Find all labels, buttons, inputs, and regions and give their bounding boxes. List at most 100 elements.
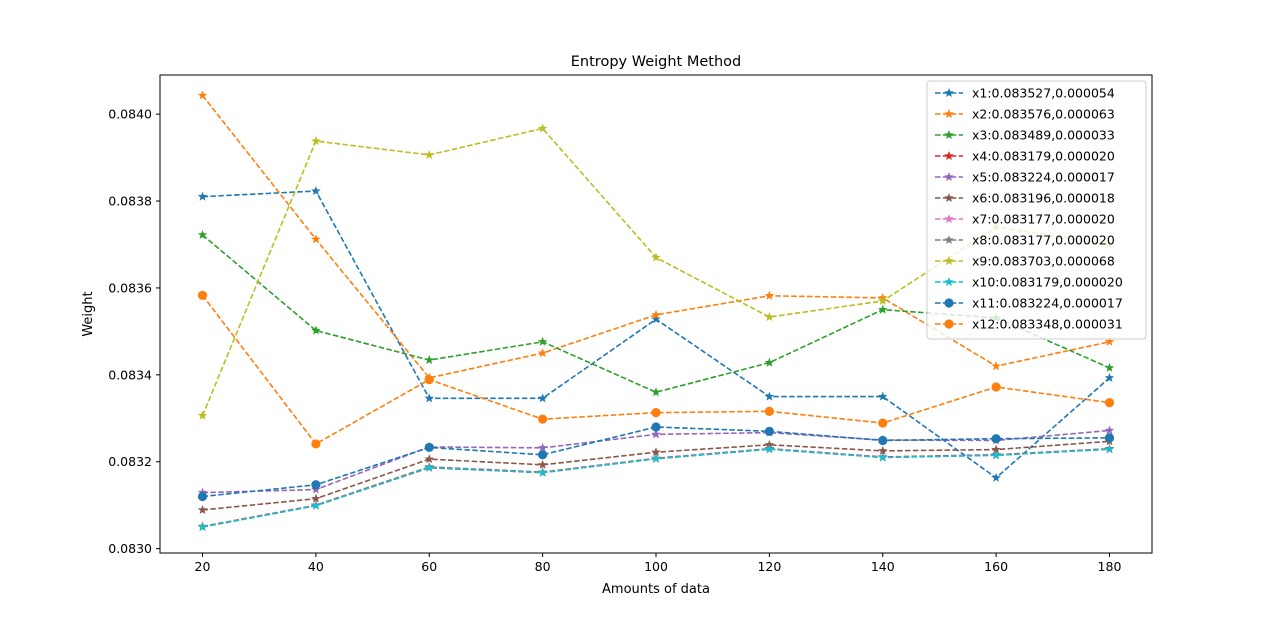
series-11-point	[991, 434, 1001, 444]
legend-swatch-marker	[944, 193, 954, 203]
series-12-point	[424, 375, 434, 385]
series-10-point	[537, 467, 548, 477]
series-2-point	[311, 234, 321, 244]
series-11-point	[651, 422, 661, 432]
x-tick-label: 120	[757, 559, 781, 574]
legend-item: x10:0.083179,0.000020	[935, 275, 1123, 290]
series-11-point	[311, 480, 321, 490]
series-10	[197, 444, 1115, 531]
legend-item: x2:0.083576,0.000063	[935, 107, 1115, 122]
series-6-point	[197, 504, 208, 515]
x-tick-label: 160	[984, 559, 1008, 574]
series-11-point	[878, 435, 888, 446]
series-9-point	[311, 136, 321, 146]
series-5-point	[1104, 425, 1115, 435]
x-tick-label: 20	[195, 559, 211, 574]
y-tick-label: 0.0830	[108, 541, 152, 556]
series-12-line	[201, 294, 1110, 445]
series-6-point	[424, 454, 435, 464]
legend-item: x12:0.083348,0.000031	[935, 317, 1123, 332]
series-3-point	[1104, 362, 1115, 372]
series-3-point	[311, 325, 321, 335]
legend-label: x6:0.083196,0.000018	[972, 191, 1115, 206]
legend-swatch-marker	[944, 319, 954, 329]
series-12-point	[197, 290, 208, 300]
y-axis: 0.0830 0.0832 0.0834 0.0836 0.0838 0.0840	[108, 107, 160, 556]
legend-swatch-marker	[944, 214, 954, 224]
series-12-point	[538, 414, 548, 424]
y-tick-label: 0.0838	[108, 194, 152, 209]
series-9-point	[197, 410, 208, 420]
series-10-point	[651, 453, 661, 463]
y-tick-label: 0.0840	[108, 107, 152, 122]
series-9-point	[764, 312, 775, 322]
series-10-point	[764, 444, 775, 454]
legend-label: x3:0.083489,0.000033	[972, 128, 1115, 143]
legend-swatch-marker	[944, 235, 954, 245]
series-9-point	[877, 295, 888, 306]
chart-title: Entropy Weight Method	[571, 54, 741, 70]
legend-item: x11:0.083224,0.000017	[935, 296, 1123, 311]
legend-swatch-marker	[944, 172, 954, 182]
series-1-point	[991, 472, 1001, 482]
series-5-point	[651, 429, 661, 439]
x-tick-label: 40	[308, 559, 324, 574]
legend-item: x8:0.083177,0.000020	[935, 233, 1115, 248]
series-10-point	[991, 450, 1001, 460]
series-2-point	[1104, 336, 1115, 346]
legend-swatch-marker	[944, 130, 954, 140]
series-11-point	[764, 426, 774, 436]
series-1-point	[1104, 372, 1115, 382]
series-1-point	[651, 314, 661, 324]
legend: x1:0.083527,0.000054 x2:0.083576,0.000063…	[926, 80, 1147, 340]
y-tick-label: 0.0832	[108, 454, 152, 469]
series-11-point	[538, 450, 548, 460]
series-9-point	[424, 149, 435, 159]
legend-item: x9:0.083703,0.000068	[935, 254, 1115, 269]
series-9-point	[537, 123, 548, 133]
legend-swatch-marker	[944, 277, 954, 287]
series-12	[197, 290, 1115, 449]
series-12-point	[1104, 398, 1115, 408]
series-1-point	[764, 391, 775, 401]
series-3-point	[651, 387, 661, 397]
legend-label: x1:0.083527,0.000054	[972, 86, 1115, 101]
x-tick-label: 140	[871, 559, 895, 574]
legend-item: x1:0.083527,0.000054	[935, 86, 1115, 101]
series-6-point	[991, 444, 1001, 454]
legend-swatch-marker	[944, 298, 954, 308]
series-12-point	[651, 408, 661, 418]
series-3-point	[877, 304, 888, 314]
y-axis-label: Weight	[81, 291, 96, 336]
legend-label: x4:0.083179,0.000020	[972, 149, 1115, 164]
series-5-point	[537, 442, 548, 452]
legend-box	[926, 80, 1147, 340]
series-6-point	[537, 459, 548, 469]
x-tick-label: 60	[421, 559, 437, 574]
series-10-point	[877, 452, 888, 462]
legend-label: x8:0.083177,0.000020	[972, 233, 1115, 248]
series-9-point	[651, 252, 661, 262]
legend-label: x7:0.083177,0.000020	[972, 212, 1115, 227]
legend-label: x11:0.083224,0.000017	[972, 296, 1123, 311]
series-3-point	[197, 229, 208, 239]
series-11-point	[424, 442, 434, 453]
series-1-point	[877, 391, 888, 401]
x-tick-label: 180	[1098, 559, 1122, 574]
series-2-point	[991, 361, 1001, 371]
legend-item: x3:0.083489,0.000033	[935, 128, 1115, 143]
x-axis: 20 40 60 80 100 120 140 160 180	[195, 553, 1122, 574]
series-2-point	[651, 309, 661, 319]
series-1-point	[197, 191, 208, 201]
series-1-point	[311, 186, 321, 196]
legend-item: x5:0.083224,0.000017	[935, 170, 1115, 185]
series-2-point	[537, 348, 548, 358]
series-11	[197, 422, 1115, 502]
series-12-point	[878, 418, 888, 428]
series-2-point	[764, 290, 775, 300]
series-3-point	[424, 355, 435, 365]
series-10-point	[424, 462, 435, 472]
y-tick-label: 0.0834	[108, 367, 152, 382]
legend-swatch-marker	[944, 256, 954, 266]
